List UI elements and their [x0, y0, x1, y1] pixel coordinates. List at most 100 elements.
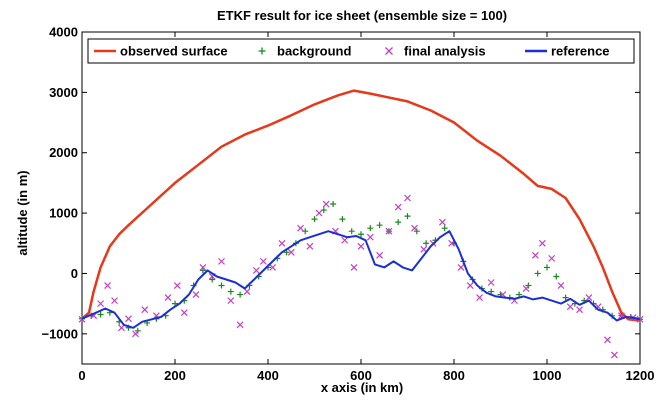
background-marker — [199, 267, 206, 274]
final-analysis-marker — [125, 315, 132, 323]
final-analysis-marker — [531, 251, 539, 259]
series-observed-surface — [81, 89, 641, 322]
background-marker — [376, 222, 383, 229]
legend-entry-background: background — [258, 44, 351, 59]
background-marker — [404, 213, 411, 220]
background-marker — [348, 228, 355, 235]
final-analysis-marker — [636, 315, 644, 323]
legend-label: background — [277, 44, 351, 59]
background-marker — [553, 273, 560, 280]
final-analysis-marker — [566, 303, 574, 311]
final-analysis-marker — [259, 257, 267, 265]
final-analysis-marker — [180, 309, 188, 317]
y-tick-label: 4000 — [49, 25, 78, 40]
final-analysis-marker — [104, 282, 111, 289]
final-analysis-marker — [141, 306, 149, 314]
background-marker — [358, 231, 364, 238]
final-analysis-marker — [411, 224, 418, 232]
legend-swatch — [258, 47, 266, 55]
final-analysis-marker — [394, 203, 402, 211]
final-analysis-marker — [366, 233, 374, 241]
final-analysis-marker — [218, 257, 225, 265]
reference-line — [81, 230, 641, 329]
final-analysis-marker — [576, 306, 583, 314]
final-analysis-marker — [243, 288, 251, 295]
plot-area — [78, 31, 644, 365]
background-marker — [423, 240, 430, 247]
legend-swatch — [385, 47, 393, 55]
y-tick-label: 3000 — [49, 85, 78, 100]
y-tick-label: 0 — [71, 266, 78, 281]
background-marker — [97, 311, 104, 318]
background-marker — [367, 225, 374, 232]
y-tick-label: −1000 — [41, 326, 78, 341]
final-analysis-marker — [315, 209, 323, 217]
x-tick-label: 800 — [443, 368, 465, 383]
x-tick-label: 1000 — [533, 368, 562, 383]
y-tick-label: 1000 — [49, 206, 78, 221]
background-marker — [209, 276, 216, 283]
legend-entry-reference: reference — [525, 44, 610, 59]
final-analysis-marker — [357, 242, 365, 250]
x-tick-label: 1200 — [626, 368, 655, 383]
background-marker — [339, 216, 346, 223]
legend: observed surface background final analysis… — [87, 38, 635, 64]
legend-entry-final-analysis: final analysis — [385, 44, 486, 59]
final-analysis-marker — [385, 227, 393, 235]
final-analysis-marker — [322, 200, 330, 208]
final-analysis-marker — [376, 251, 384, 259]
final-analysis-marker — [341, 236, 349, 244]
final-analysis-marker — [118, 324, 125, 332]
legend-entry-observed-surface: observed surface — [94, 44, 228, 59]
final-analysis-marker — [404, 194, 411, 202]
final-analysis-marker — [487, 279, 495, 286]
series-final-analysis — [78, 194, 644, 359]
final-analysis-marker — [306, 242, 314, 250]
final-analysis-marker — [173, 282, 181, 289]
y-axis-label: altitude (in m) — [15, 170, 30, 255]
final-analysis-marker — [585, 294, 593, 302]
background-marker — [218, 282, 225, 289]
final-analysis-marker — [192, 291, 200, 299]
final-analysis-marker — [476, 294, 483, 302]
legend-label: reference — [551, 44, 610, 59]
final-analysis-marker — [457, 263, 465, 271]
chart-title: ETKF result for ice sheet (ensemble size… — [217, 8, 507, 23]
background-marker — [237, 291, 244, 298]
legend-label: final analysis — [404, 44, 486, 59]
final-analysis-marker — [278, 239, 286, 247]
final-analysis-marker — [548, 254, 556, 262]
final-analysis-marker — [557, 282, 565, 289]
series-reference — [81, 230, 641, 329]
final-analysis-marker — [164, 294, 172, 302]
final-analysis-marker — [236, 321, 244, 329]
final-analysis-marker — [438, 218, 446, 226]
x-tick-label: 200 — [164, 368, 186, 383]
final-analysis-marker — [604, 336, 611, 344]
final-analysis-marker — [269, 263, 277, 271]
y-tick-label: 2000 — [49, 145, 78, 160]
background-marker — [227, 288, 234, 295]
background-marker — [562, 294, 569, 301]
final-analysis-marker — [522, 285, 530, 292]
axis-ticks: 0 200 400 600 800 1000 1200 −1000 0 1000 2000 3000 4… — [41, 25, 654, 384]
final-analysis-marker — [297, 224, 304, 232]
final-analysis-marker — [466, 282, 474, 289]
background-marker — [395, 219, 402, 226]
background-marker — [311, 216, 318, 223]
observed-surface-line — [81, 89, 641, 322]
x-tick-label: 400 — [257, 368, 279, 383]
final-analysis-marker — [538, 239, 546, 247]
final-analysis-marker — [252, 267, 260, 274]
x-axis-label: x axis (in km) — [321, 380, 403, 395]
background-marker — [544, 264, 550, 271]
axes-frame — [81, 31, 641, 365]
final-analysis-marker — [350, 263, 358, 271]
legend-label: observed surface — [120, 44, 228, 59]
final-analysis-marker — [132, 330, 139, 338]
final-analysis-marker — [111, 297, 118, 305]
final-analysis-marker — [287, 248, 295, 256]
final-analysis-marker — [611, 351, 618, 359]
x-tick-label: 600 — [350, 368, 372, 383]
